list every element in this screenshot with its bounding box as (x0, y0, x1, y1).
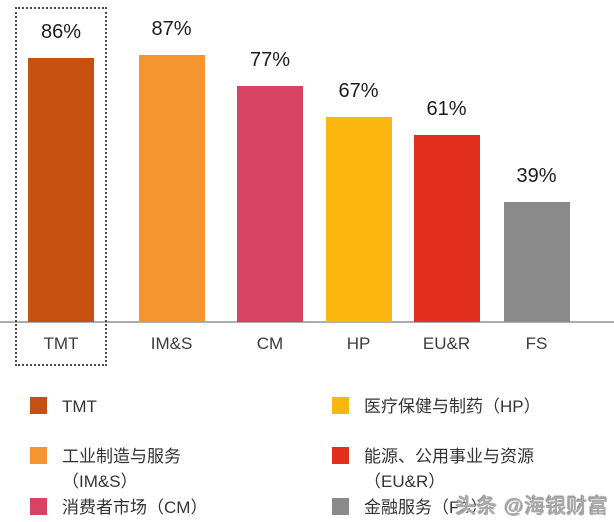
bar-value-label-cm: 77% (249, 49, 291, 71)
watermark: 头条 @海银财富 (455, 496, 609, 518)
bar-column-eur: 61% (407, 0, 487, 322)
axis-label-tmt: TMT (43, 334, 79, 353)
bar-value-label-eur: 61% (426, 98, 467, 120)
legend-swatch (332, 447, 349, 464)
legend-item: 消费者市场（CM） (30, 495, 207, 520)
legend-item: 工业制造与服务 （IM&S） (30, 444, 181, 494)
legend-swatch (30, 397, 47, 414)
bar-fs (503, 202, 570, 322)
tmt-highlight-box (15, 7, 107, 366)
bar-column-fs: 39% (497, 0, 577, 322)
bar-column-cm: 77% (230, 0, 310, 322)
legend-item: 医疗保健与制药（HP） (332, 394, 541, 419)
legend-label: TMT (62, 397, 97, 416)
legend-label: 消费者市场（CM） (62, 498, 208, 517)
bar-value-label-tmt: 86% (40, 21, 82, 43)
bar-chart: 86% TMT 87% IM&S 77% CM 67% HP 61% EU&R 39% FS (0, 0, 614, 366)
legend-label: 工业制造与服务 （IM&S） (62, 447, 181, 491)
legend-label: 医疗保健与制药（HP） (364, 397, 541, 416)
legend-swatch (30, 447, 47, 464)
axis-label-hp: HP (346, 334, 371, 353)
bar-value-label-fs: 39% (516, 165, 557, 187)
legend-swatch (332, 397, 349, 414)
bar-cm (237, 86, 303, 322)
bar-ims (138, 55, 205, 322)
legend-swatch (332, 498, 349, 515)
bar-column-hp: 67% (319, 0, 399, 322)
axis-label-ims: IM&S (150, 334, 193, 353)
legend-item: TMT (30, 394, 97, 419)
legend-item: 能源、公用事业与资源 （EU&R） (332, 444, 534, 494)
axis-label-eur: EU&R (422, 334, 471, 353)
bar-hp (325, 117, 392, 322)
legend-label: 能源、公用事业与资源 （EU&R） (364, 447, 534, 491)
legend-item: 金融服务（FS） (332, 495, 488, 520)
chart-legend: TMT 工业制造与服务 （IM&S） 消费者市场（CM） 医疗保健与制药（HP） 能源、公… (0, 380, 614, 522)
bar-value-label-hp: 67% (338, 80, 379, 102)
bar-column-tmt: 86% (21, 0, 101, 322)
axis-label-cm: CM (256, 334, 284, 353)
bar-eur (413, 135, 480, 322)
x-axis-line (0, 321, 614, 323)
bar-tmt (28, 58, 94, 322)
bar-value-label-ims: 87% (151, 18, 192, 40)
legend-swatch (30, 498, 47, 515)
bar-column-ims: 87% (132, 0, 212, 322)
legend-label: 金融服务（FS） (364, 498, 488, 517)
axis-label-fs: FS (525, 334, 548, 353)
